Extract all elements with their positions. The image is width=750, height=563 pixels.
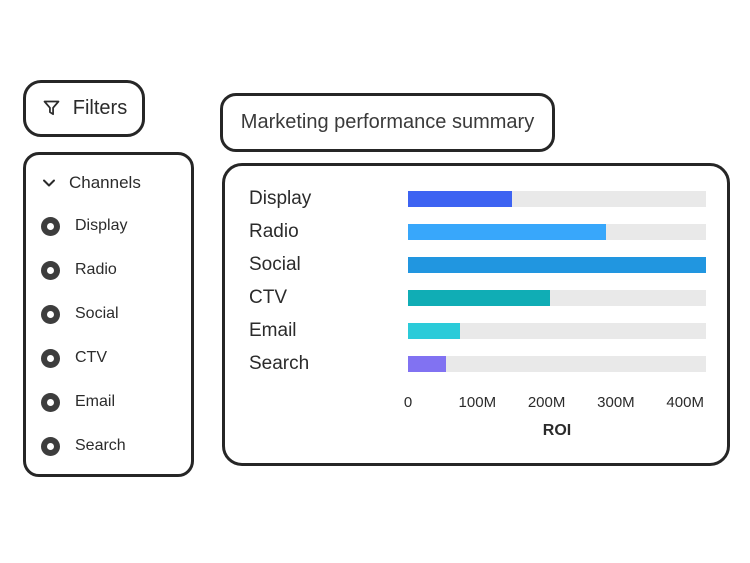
bar-track xyxy=(408,190,706,207)
bar-radio xyxy=(408,223,606,240)
x-axis-label: ROI xyxy=(542,422,572,439)
channel-option-display[interactable]: Display xyxy=(41,204,191,248)
x-tick-label: 300M xyxy=(597,394,635,411)
chart-panel: Display Radio Social CTV Email Search 0 100M 20… xyxy=(222,163,730,466)
channel-option-search[interactable]: Search xyxy=(41,424,191,468)
x-tick-label: 400M xyxy=(666,394,704,411)
channel-option-label: CTV xyxy=(75,349,107,366)
radio-selected-icon[interactable] xyxy=(41,436,60,456)
chart-row-radio: Radio xyxy=(249,215,727,248)
category-label: Email xyxy=(249,319,297,341)
x-axis: 0 100M 200M 300M 400M xyxy=(404,394,706,412)
channel-option-social[interactable]: Social xyxy=(41,292,191,336)
bar-track xyxy=(408,322,706,339)
radio-selected-icon[interactable] xyxy=(41,216,60,236)
bar-track xyxy=(408,223,706,240)
channels-header-label: Channels xyxy=(69,173,141,192)
channel-option-label: Email xyxy=(75,393,116,410)
channel-option-ctv[interactable]: CTV xyxy=(41,336,191,380)
bar-search xyxy=(408,355,447,372)
channel-list: Display Radio Social CTV Email Search xyxy=(41,204,191,468)
radio-selected-icon[interactable] xyxy=(41,260,60,280)
filters-button[interactable]: Filters xyxy=(23,80,145,137)
bar-ctv xyxy=(408,289,551,306)
chart-rows: Display Radio Social CTV Email Search xyxy=(249,182,727,380)
filter-funnel-icon xyxy=(41,98,62,119)
channel-option-label: Search xyxy=(75,437,126,454)
bar-social xyxy=(408,256,706,273)
channel-option-label: Social xyxy=(75,305,119,322)
chart-row-display: Display xyxy=(249,182,727,215)
bar-display xyxy=(408,190,512,207)
x-tick-label: 0 xyxy=(403,394,413,411)
radio-selected-icon[interactable] xyxy=(41,348,60,368)
x-tick-label: 200M xyxy=(527,394,566,411)
chart-title-card: Marketing performance summary xyxy=(220,93,555,152)
channel-option-label: Display xyxy=(75,217,128,234)
radio-selected-icon[interactable] xyxy=(41,392,60,412)
x-tick-label: 100M xyxy=(458,394,497,411)
category-label: Social xyxy=(249,253,301,275)
category-label: Display xyxy=(249,187,312,209)
radio-selected-icon[interactable] xyxy=(41,304,60,324)
channel-option-email[interactable]: Email xyxy=(41,380,191,424)
chart-row-email: Email xyxy=(249,314,727,347)
bar-track xyxy=(408,355,706,372)
channels-panel: Channels Display Radio Social CTV Email Searc… xyxy=(23,152,194,477)
bar-track xyxy=(408,256,706,273)
category-label: Radio xyxy=(249,220,299,242)
chart-row-social: Social xyxy=(249,248,727,281)
chart-title: Marketing performance summary xyxy=(240,111,535,133)
channel-option-radio[interactable]: Radio xyxy=(41,248,191,292)
bar-email xyxy=(408,322,460,339)
category-label: Search xyxy=(249,352,310,374)
channel-option-label: Radio xyxy=(75,261,117,278)
bar-track xyxy=(408,289,706,306)
chevron-down-icon[interactable] xyxy=(41,175,57,191)
filters-button-label: Filters xyxy=(72,97,128,119)
chart-row-ctv: CTV xyxy=(249,281,727,314)
category-label: CTV xyxy=(249,286,287,308)
chart-row-search: Search xyxy=(249,347,727,380)
channels-header: Channels xyxy=(41,169,191,197)
